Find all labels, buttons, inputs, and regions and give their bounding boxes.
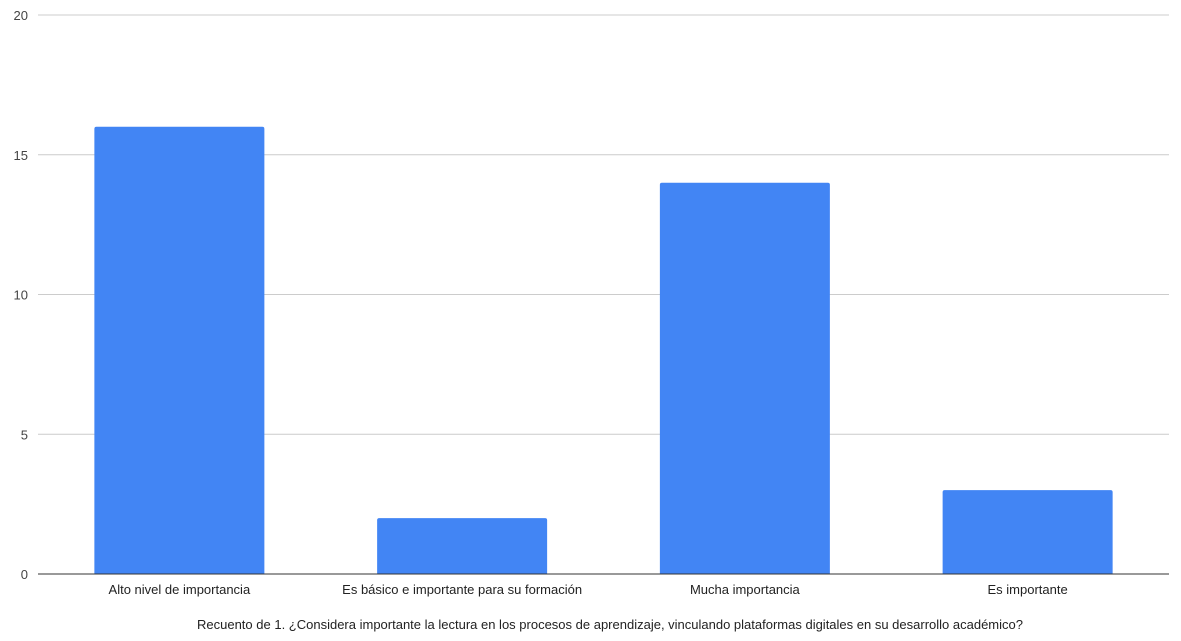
x-tick-label: Es básico e importante para su formación bbox=[342, 582, 582, 597]
x-axis-label: Recuento de 1. ¿Considera importante la … bbox=[197, 617, 1023, 632]
y-tick-label: 5 bbox=[21, 427, 28, 442]
bar bbox=[94, 126, 265, 575]
y-tick-label: 20 bbox=[14, 8, 28, 23]
bar bbox=[377, 518, 548, 574]
y-tick-label: 10 bbox=[14, 288, 28, 303]
x-tick-label: Es importante bbox=[988, 582, 1068, 597]
x-tick-label: Alto nivel de importancia bbox=[109, 582, 251, 597]
y-axis-ticks: 0 5 10 15 20 bbox=[14, 8, 28, 582]
y-tick-label: 0 bbox=[21, 567, 28, 582]
bar bbox=[942, 490, 1113, 574]
x-axis-categories: Alto nivel de importancia Es básico e imp… bbox=[109, 582, 1068, 597]
y-tick-label: 15 bbox=[14, 148, 28, 163]
x-tick-label: Mucha importancia bbox=[690, 582, 801, 597]
bar bbox=[659, 182, 830, 574]
bars bbox=[94, 126, 1113, 575]
